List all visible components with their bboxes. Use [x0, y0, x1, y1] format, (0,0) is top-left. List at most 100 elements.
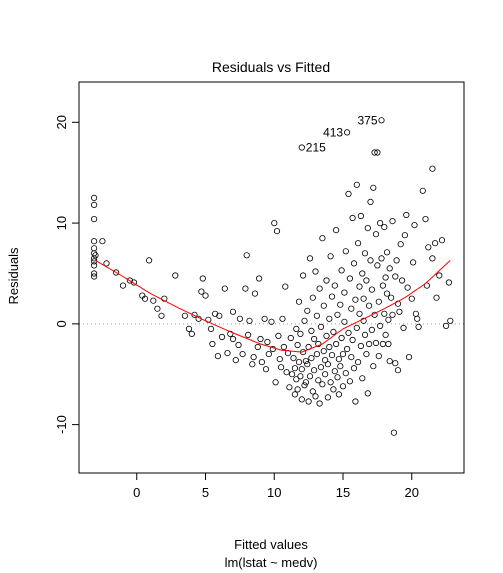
- data-point: [185, 325, 193, 332]
- data-point: [383, 249, 391, 256]
- data-point: [327, 253, 334, 260]
- data-point: [401, 232, 408, 239]
- data-point: [242, 285, 249, 292]
- data-point: [339, 383, 347, 390]
- data-point: [130, 279, 138, 286]
- data-point: [294, 386, 301, 393]
- data-point: [312, 393, 319, 400]
- data-point: [398, 277, 406, 284]
- y-tick-label: 0: [54, 320, 69, 327]
- data-point: [280, 343, 287, 351]
- data-point: [268, 318, 275, 325]
- data-point: [363, 350, 370, 358]
- y-tick-label: -10: [54, 415, 69, 434]
- data-point: [431, 240, 439, 247]
- x-tick-label: 20: [405, 485, 419, 500]
- data-point: [342, 370, 349, 377]
- data-point: [229, 335, 237, 343]
- data-point: [331, 282, 338, 289]
- data-point: [348, 305, 355, 312]
- data-point: [382, 331, 389, 338]
- data-point: [343, 345, 351, 353]
- data-point: [301, 382, 308, 389]
- data-point: [99, 238, 106, 245]
- data-point: [273, 228, 281, 235]
- data-point: [400, 324, 407, 331]
- data-point: [353, 324, 360, 331]
- data-point: [367, 257, 374, 264]
- data-point: [372, 231, 380, 238]
- data-point: [332, 340, 340, 348]
- data-point: [271, 220, 278, 227]
- data-point: [235, 341, 242, 349]
- data-point: [359, 270, 366, 277]
- data-point: [385, 340, 392, 348]
- data-point: [288, 371, 296, 378]
- loess-smoother-line: [95, 259, 451, 353]
- data-point: [374, 149, 381, 156]
- y-tick-label: 10: [54, 216, 69, 230]
- data-point: [103, 260, 110, 267]
- data-point: [297, 330, 304, 337]
- data-point: [297, 373, 304, 380]
- data-point: [239, 350, 246, 358]
- data-point: [323, 332, 330, 339]
- data-point: [315, 340, 322, 348]
- data-point: [324, 361, 331, 368]
- data-point: [370, 363, 377, 370]
- data-point: [154, 305, 161, 312]
- data-point: [331, 368, 338, 375]
- data-point: [316, 285, 323, 292]
- data-point: [91, 238, 98, 245]
- data-point: [350, 260, 358, 267]
- data-point: [246, 317, 253, 324]
- data-point: [313, 350, 320, 358]
- data-point: [378, 117, 385, 124]
- data-point: [335, 355, 342, 363]
- data-point: [310, 335, 318, 343]
- data-point: [345, 329, 352, 336]
- data-point: [372, 339, 380, 347]
- data-point: [392, 273, 399, 280]
- data-point: [229, 308, 237, 315]
- data-point: [216, 312, 223, 319]
- data-point: [146, 257, 153, 264]
- data-point: [319, 381, 326, 388]
- data-point: [381, 310, 388, 317]
- data-point: [293, 325, 300, 332]
- data-point: [357, 212, 364, 220]
- data-point: [383, 290, 391, 297]
- data-point: [91, 201, 98, 208]
- data-point: [365, 340, 373, 348]
- data-point: [438, 237, 446, 244]
- data-point: [334, 374, 341, 381]
- x-tick-label: 15: [336, 485, 350, 500]
- data-point: [255, 275, 263, 282]
- data-point: [218, 333, 226, 341]
- data-point: [308, 354, 315, 362]
- data-point: [287, 334, 294, 342]
- data-point: [327, 379, 334, 386]
- data-point: [403, 211, 410, 219]
- data-point: [409, 259, 417, 266]
- data-point: [302, 357, 309, 365]
- data-point: [354, 240, 362, 247]
- data-point: [269, 345, 276, 353]
- data-point: [364, 390, 371, 397]
- data-point: [334, 311, 341, 318]
- data-point: [317, 364, 325, 371]
- data-point: [214, 352, 221, 360]
- y-tick-label: 20: [54, 115, 69, 129]
- data-point: [338, 267, 345, 274]
- x-tick-label: 0: [133, 485, 140, 500]
- data-point: [341, 318, 348, 325]
- data-point: [198, 288, 205, 295]
- data-point: [326, 343, 333, 351]
- data-point: [367, 198, 374, 205]
- data-point: [339, 350, 347, 358]
- points-layer: [91, 117, 454, 436]
- data-point: [361, 250, 369, 257]
- data-point: [360, 295, 367, 302]
- data-point: [386, 357, 393, 365]
- data-point: [250, 353, 257, 361]
